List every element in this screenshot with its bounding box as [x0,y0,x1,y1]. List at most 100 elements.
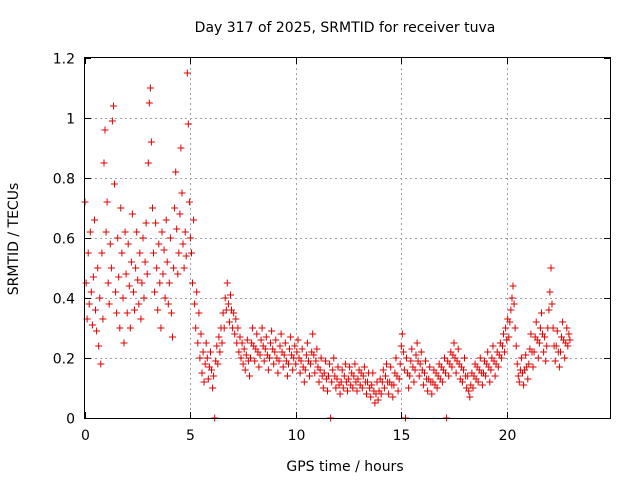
data-point [251,357,259,365]
data-point [128,210,136,218]
data-point [146,84,154,92]
data-point [374,396,382,404]
data-point [438,378,446,386]
data-point [258,324,266,332]
data-point [536,324,544,332]
data-point [120,339,128,347]
data-point [321,357,329,365]
data-point [349,384,357,392]
data-point [506,318,514,326]
data-point [441,354,448,362]
data-point [450,339,458,347]
data-point [545,306,553,314]
data-point [203,354,211,362]
data-point [421,369,428,377]
x-tick-label: 0 [81,428,90,444]
data-point [546,288,554,296]
data-point [101,126,109,134]
data-point [390,381,398,389]
data-point [227,291,234,299]
data-point [96,294,104,302]
data-point [332,384,340,392]
data-point [181,228,189,236]
data-point [255,363,263,371]
data-point [210,372,218,380]
data-point [395,375,403,383]
data-point [515,378,523,386]
y-tick-label: 0.6 [53,232,75,248]
data-point [448,363,456,371]
data-point [235,348,243,356]
data-point [264,366,272,374]
data-point [200,378,208,386]
data-point [86,228,94,236]
data-point [174,270,182,278]
data-point [324,387,331,395]
data-point [487,366,495,374]
data-point [474,378,482,386]
data-point [134,276,142,284]
data-point [191,300,199,308]
data-point [153,264,161,272]
data-point [296,369,304,377]
data-point [214,360,222,368]
y-tick-label: 0.8 [53,172,75,188]
data-point [193,288,201,296]
data-point [303,339,311,347]
data-point [116,324,124,332]
data-point [325,372,332,380]
data-point [94,264,102,272]
data-point [505,333,513,341]
data-point [351,360,359,368]
data-point [522,351,530,359]
data-point [564,342,572,350]
data-point [151,288,159,296]
data-point [538,309,545,317]
data-point [267,339,274,347]
data-point [223,279,231,287]
data-point [239,360,247,368]
data-point [92,306,99,314]
data-point [266,354,273,362]
data-point [489,342,497,350]
data-point [413,339,421,347]
data-point [262,333,270,341]
data-point [403,354,410,362]
data-point [130,288,137,296]
y-tick-label: 0.4 [53,292,75,308]
data-point [272,336,280,344]
data-point [398,330,406,338]
y-axis-label: SRMTID / TECUs [6,183,22,296]
data-point [510,300,518,308]
data-point [302,351,310,359]
data-point [246,372,253,380]
data-point [218,339,226,347]
data-point [541,333,549,341]
data-point [171,204,179,212]
data-point [478,381,486,389]
data-point [315,378,323,386]
data-point [363,390,370,398]
data-point [486,378,494,386]
data-point [532,318,540,326]
data-point [196,354,204,362]
data-point [225,318,233,326]
data-point [412,351,420,359]
data-point [256,351,264,359]
data-point [311,369,319,377]
data-point [201,360,209,368]
data-point [394,387,402,395]
data-point [399,348,407,356]
data-point [319,384,327,392]
data-point [530,348,538,356]
data-point [221,294,229,302]
data-point [406,372,414,380]
data-point [139,234,147,242]
data-point [215,333,223,341]
data-point [350,372,358,380]
data-point [410,378,418,386]
data-point [281,339,289,347]
data-point [213,342,221,350]
data-point [555,363,563,371]
data-point [88,321,96,329]
